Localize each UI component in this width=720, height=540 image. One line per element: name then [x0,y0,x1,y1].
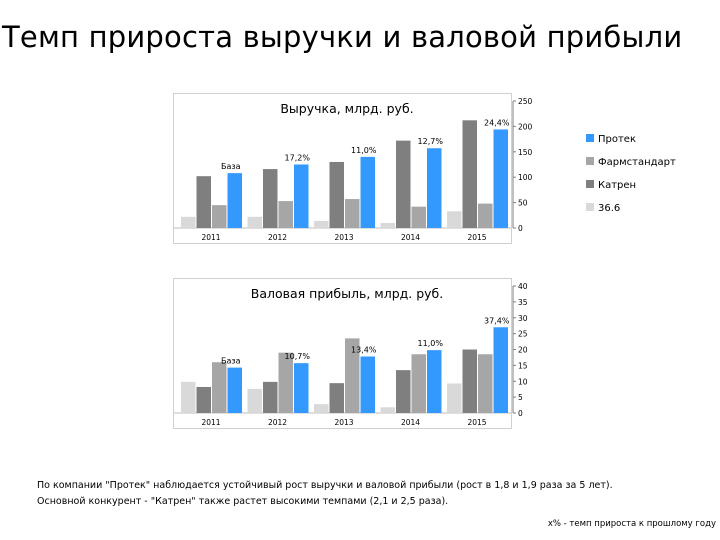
growth-label-2015: 24,4% [484,118,510,127]
legend-swatch-фармстандарт [586,157,594,165]
bar-36-6-2012 [247,216,262,228]
bar-протек-2014 [427,350,442,413]
bar-фармстандарт-2012 [278,352,293,413]
y-tick-150: 150 [518,148,533,157]
bar-катрен-2012 [263,381,278,413]
bar-36-6-2012 [247,388,262,413]
y-tick-50: 50 [518,199,528,208]
bar-фармстандарт-2014 [411,354,426,413]
gross-profit-chart: Валовая прибыль, млрд. руб. База 2011 10,7%… [173,278,528,429]
legend-label-протек: Протек [598,134,636,145]
y-tick-40: 40 [518,282,528,291]
growth-label-2015: 37,4% [484,316,510,325]
bar-катрен-2012 [263,169,278,228]
bar-фармстандарт-2011 [212,362,227,413]
y-tick-30: 30 [518,314,528,323]
bar-протек-2015 [493,129,508,228]
bar-36-6-2015 [447,211,462,228]
x-tick-2012: 2012 [268,418,287,427]
y-tick-0: 0 [518,409,523,418]
legend-label-катрен: Катрен [598,180,636,191]
x-tick-2014: 2014 [401,233,420,242]
bar-протек-2012 [294,164,309,228]
bar-катрен-2014 [396,370,411,413]
bar-фармстандарт-2012 [278,201,293,228]
bar-фармстандарт-2011 [212,205,227,228]
y-tick-35: 35 [518,298,528,307]
bar-катрен-2015 [462,120,477,228]
bar-фармстандарт-2014 [411,206,426,228]
bar-фармстандарт-2015 [478,203,493,228]
chart-frame [173,278,512,429]
bar-фармстандарт-2015 [478,354,493,413]
bar-катрен-2015 [462,349,477,413]
growth-label-2014: 11,0% [418,339,444,348]
y-tick-25: 25 [518,330,528,339]
growth-label-2014: 12,7% [418,137,444,146]
y-tick-0: 0 [518,224,523,233]
bar-протек-2011 [227,173,242,228]
bar-36-6-2013 [314,220,329,228]
x-tick-2013: 2013 [334,233,353,242]
chart-frame [173,93,512,244]
bar-36-6-2011 [181,216,196,228]
bar-36-6-2011 [181,381,196,413]
bar-фармстандарт-2013 [345,338,360,413]
bar-36-6-2013 [314,404,329,413]
bar-катрен-2011 [196,386,211,413]
bar-протек-2011 [227,367,242,413]
growth-label-2013: 13,4% [351,345,377,354]
y-tick-250: 250 [518,97,533,106]
legend-swatch-катрен [586,180,594,188]
bar-протек-2012 [294,363,309,413]
y-tick-100: 100 [518,173,533,182]
bar-катрен-2013 [329,161,344,228]
y-tick-15: 15 [518,361,528,370]
page-title: Темп прироста выручки и валовой прибыли [2,20,683,54]
bar-протек-2013 [360,156,375,228]
growth-label-2013: 11,0% [351,146,377,155]
legend-swatch-36-6 [586,203,594,211]
bar-36-6-2014 [380,222,395,228]
bar-катрен-2013 [329,383,344,413]
y-tick-20: 20 [518,346,528,355]
bar-протек-2014 [427,148,442,228]
growth-footnote: х% - темп прироста к прошлому году [547,519,716,529]
x-tick-2013: 2013 [334,418,353,427]
x-tick-2015: 2015 [467,418,486,427]
growth-label-2012: 10,7% [285,352,311,361]
x-tick-2011: 2011 [201,418,220,427]
x-tick-2011: 2011 [201,233,220,242]
legend-label-36-6: 36.6 [598,203,620,214]
x-tick-2012: 2012 [268,233,287,242]
commentary: По компании "Протек" наблюдается устойчи… [37,478,613,510]
bar-катрен-2014 [396,140,411,228]
bar-протек-2013 [360,356,375,413]
revenue-chart: Выручка, млрд. руб. База 2011 17,2% 2012 11,0… [173,93,676,244]
x-tick-2014: 2014 [401,418,420,427]
legend-swatch-протек [586,134,594,142]
chart-title: Выручка, млрд. руб. [280,101,413,116]
y-tick-10: 10 [518,377,528,386]
bar-36-6-2015 [447,383,462,413]
growth-label-2012: 17,2% [285,154,311,163]
bar-36-6-2014 [380,407,395,413]
legend-label-фармстандарт: Фармстандарт [598,157,676,168]
commentary-line-1: По компании "Протек" наблюдается устойчи… [37,480,613,491]
y-tick-5: 5 [518,393,523,402]
chart-title: Валовая прибыль, млрд. руб. [251,286,443,301]
bar-катрен-2011 [196,176,211,228]
bar-протек-2015 [493,327,508,413]
bar-фармстандарт-2013 [345,199,360,228]
x-tick-2015: 2015 [467,233,486,242]
growth-label-2011: База [221,357,241,366]
y-tick-200: 200 [518,122,533,131]
growth-label-2011: База [221,162,241,171]
commentary-line-2: Основной конкурент - "Катрен" также раст… [37,496,449,507]
